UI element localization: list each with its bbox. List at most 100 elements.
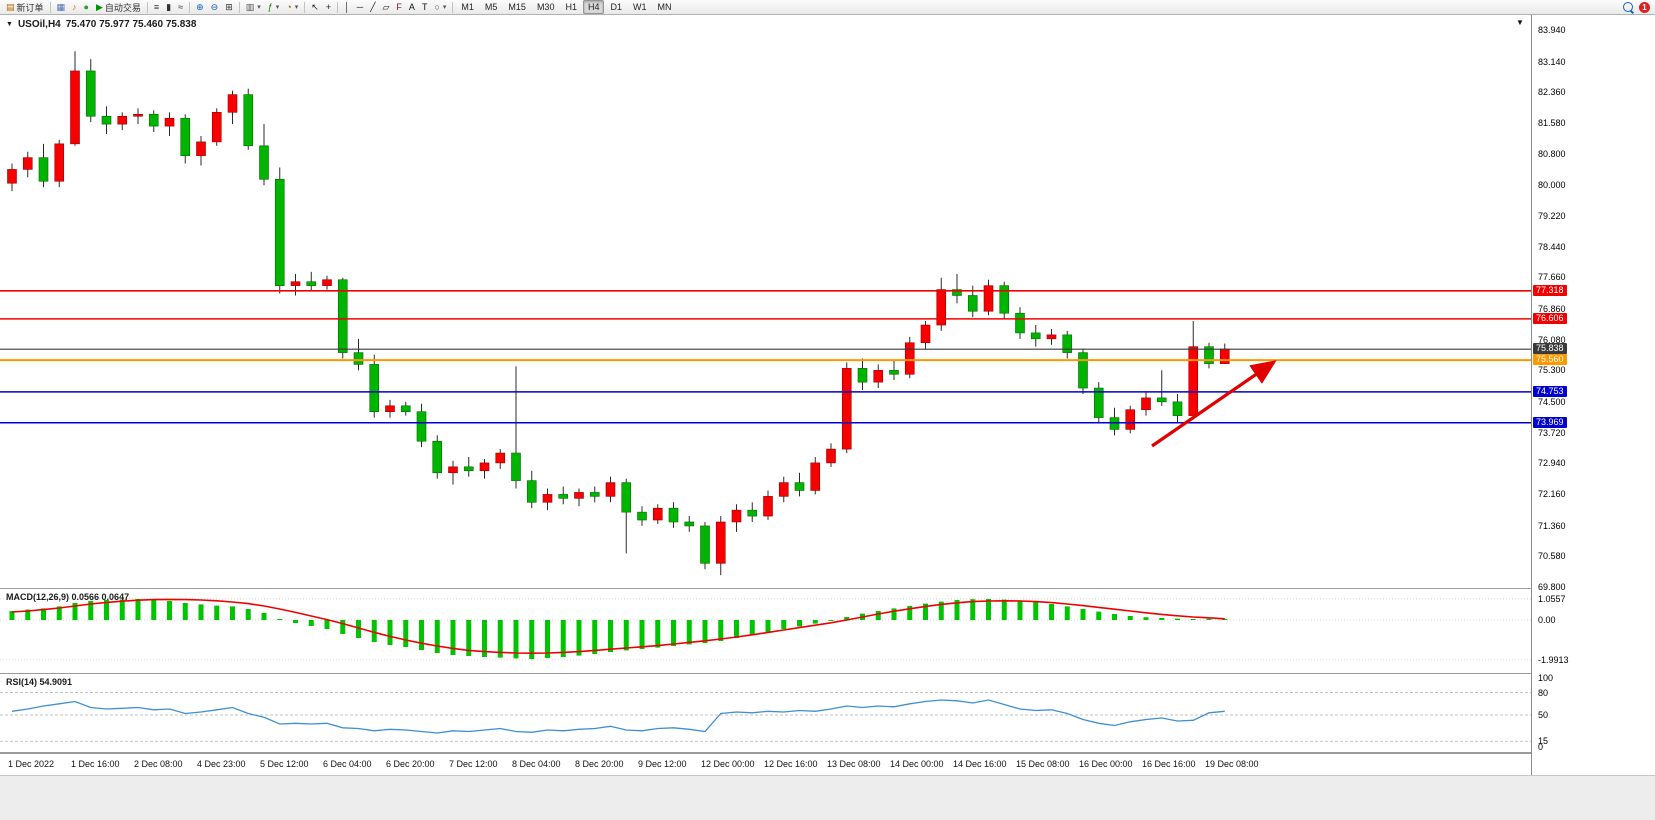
- chart-window-button[interactable]: ▦: [54, 1, 69, 14]
- candle: [826, 443, 836, 467]
- timeframe-button-h1[interactable]: H1: [565, 2, 577, 12]
- zoom-out-icon: ⊖: [210, 1, 219, 12]
- text-button[interactable]: A: [406, 1, 418, 14]
- zoom-in-button[interactable]: ⊕: [193, 1, 207, 14]
- tile-windows-icon: ⊞: [225, 1, 233, 12]
- search-icon[interactable]: [1623, 2, 1633, 12]
- chart-shift-icon[interactable]: ▼: [1516, 18, 1524, 27]
- candle: [448, 460, 458, 485]
- cursor-button[interactable]: ↖: [308, 1, 322, 14]
- price-axis-label: 74.500: [1538, 396, 1566, 407]
- timeframe-button-w1[interactable]: W1: [633, 2, 647, 12]
- candle: [668, 502, 679, 528]
- periods-button[interactable]: ◔ ▾: [283, 1, 301, 14]
- timeframe-button-d1[interactable]: D1: [610, 2, 622, 12]
- rsi-axis-label: 80: [1538, 687, 1549, 698]
- candle: [684, 516, 695, 532]
- candlestick-icon: ▮: [166, 1, 172, 12]
- timeframe-button-h4[interactable]: H4: [582, 0, 605, 14]
- ohlc-readout: 75.470 75.977 75.460 75.838: [65, 19, 197, 30]
- time-axis-label: 1 Dec 2022: [8, 759, 55, 769]
- toolbar-separator: [452, 1, 454, 13]
- price-label-box-77.318: 77.318: [1533, 284, 1567, 296]
- play-icon: ▶: [95, 1, 103, 12]
- price-label-box-74.753: 74.753: [1533, 385, 1567, 397]
- text-label-button[interactable]: T: [419, 1, 431, 14]
- timeframe-button-m30[interactable]: M30: [536, 2, 555, 12]
- indicators-button[interactable]: ƒ ▾: [265, 1, 283, 14]
- candle: [715, 516, 726, 576]
- price-axis-label: 82.360: [1538, 87, 1566, 98]
- candle: [1125, 405, 1136, 434]
- rsi-axis-label: 100: [1538, 672, 1554, 683]
- fibonacci-button[interactable]: F: [393, 1, 405, 14]
- candle: [873, 364, 884, 389]
- cursor-icon: ↖: [311, 1, 319, 12]
- candle: [259, 124, 269, 186]
- price-axis-label: 80.800: [1538, 148, 1566, 159]
- timeframe-button-m1[interactable]: M1: [461, 2, 474, 12]
- toolbar-separator: [337, 1, 339, 13]
- candlestick-button[interactable]: ▮: [163, 1, 174, 14]
- candle: [1188, 321, 1199, 420]
- new-order-button[interactable]: ▤ 新订单: [3, 1, 47, 14]
- symbol-period-label: USOil,H4: [17, 19, 61, 30]
- timeframe-button-m15[interactable]: M15: [508, 2, 526, 12]
- time-axis-label: 5 Dec 12:00: [260, 759, 309, 769]
- trendline-button[interactable]: ╱: [367, 1, 378, 14]
- candle: [306, 271, 317, 292]
- vertical-line-icon: │: [344, 1, 350, 12]
- candle: [778, 476, 789, 503]
- timeframe-button-mn[interactable]: MN: [657, 2, 672, 12]
- time-axis-label: 2 Dec 08:00: [134, 759, 183, 769]
- candle: [101, 106, 112, 134]
- auto-trading-button-label: 自动交易: [104, 2, 141, 13]
- market-watch-button[interactable]: ●: [81, 1, 92, 14]
- candle: [117, 112, 128, 131]
- toolbar-separator: [146, 1, 148, 13]
- globe-icon: ●: [83, 1, 89, 12]
- zoom-out-button[interactable]: ⊖: [208, 1, 222, 14]
- time-axis-label: 8 Dec 04:00: [512, 759, 561, 769]
- macd-axis-label: -1.9913: [1538, 654, 1569, 665]
- templates-button[interactable]: ▥ ▾: [243, 1, 264, 14]
- arrows-button[interactable]: ○ ▾: [431, 1, 449, 14]
- time-axis[interactable]: 1 Dec 2022 1 Dec 16:00 2 Dec 08:00 4 Dec 23…: [0, 753, 1531, 776]
- price-axis-label: 83.940: [1538, 25, 1566, 35]
- price-chart-canvas[interactable]: [0, 15, 1531, 588]
- sound-button[interactable]: ♪: [69, 1, 80, 14]
- tile-windows-button[interactable]: ⊞: [222, 1, 236, 14]
- timeframe-button-m5[interactable]: M5: [484, 2, 498, 12]
- candle: [542, 488, 553, 511]
- line-chart-button[interactable]: ≈: [175, 1, 186, 14]
- bottom-strip: [0, 775, 1655, 820]
- bar-chart-button[interactable]: ≡: [151, 1, 162, 14]
- toolbar-separator: [238, 1, 240, 13]
- notification-badge[interactable]: 1: [1639, 1, 1650, 13]
- vertical-line-button[interactable]: │: [341, 1, 353, 14]
- indicators-icon: ƒ: [267, 1, 273, 12]
- candle: [353, 338, 364, 371]
- candles: [7, 51, 1230, 576]
- time-axis-label: 19 Dec 08:00: [1205, 759, 1259, 769]
- equidistant-channel-button[interactable]: ▱: [380, 1, 393, 14]
- horizontal-line-button[interactable]: ─: [354, 1, 366, 14]
- trend-arrow[interactable]: [1151, 360, 1277, 448]
- price-axis[interactable]: 83.940 83.140 82.360 81.580 80.800 80.000 79.2…: [1531, 15, 1655, 775]
- toolbar-separator: [304, 1, 306, 13]
- chevron-down-icon[interactable]: ▼: [6, 21, 13, 28]
- time-axis-label: 15 Dec 08:00: [1016, 759, 1070, 769]
- channel-icon: ▱: [382, 1, 390, 12]
- candle: [1172, 393, 1183, 424]
- candle: [511, 366, 521, 489]
- macd-panel: [0, 598, 1531, 661]
- crosshair-button[interactable]: +: [323, 1, 334, 14]
- price-label-box-76.606: 76.606: [1533, 312, 1567, 324]
- sound-icon: ♪: [72, 1, 77, 12]
- candle: [463, 456, 474, 477]
- time-axis-label: 9 Dec 12:00: [638, 759, 687, 769]
- price-axis-label: 83.140: [1538, 56, 1566, 67]
- chart-window-icon: ▦: [56, 1, 66, 12]
- auto-trading-button[interactable]: ▶ 自动交易: [93, 1, 144, 14]
- time-axis-label: 14 Dec 00:00: [890, 759, 944, 769]
